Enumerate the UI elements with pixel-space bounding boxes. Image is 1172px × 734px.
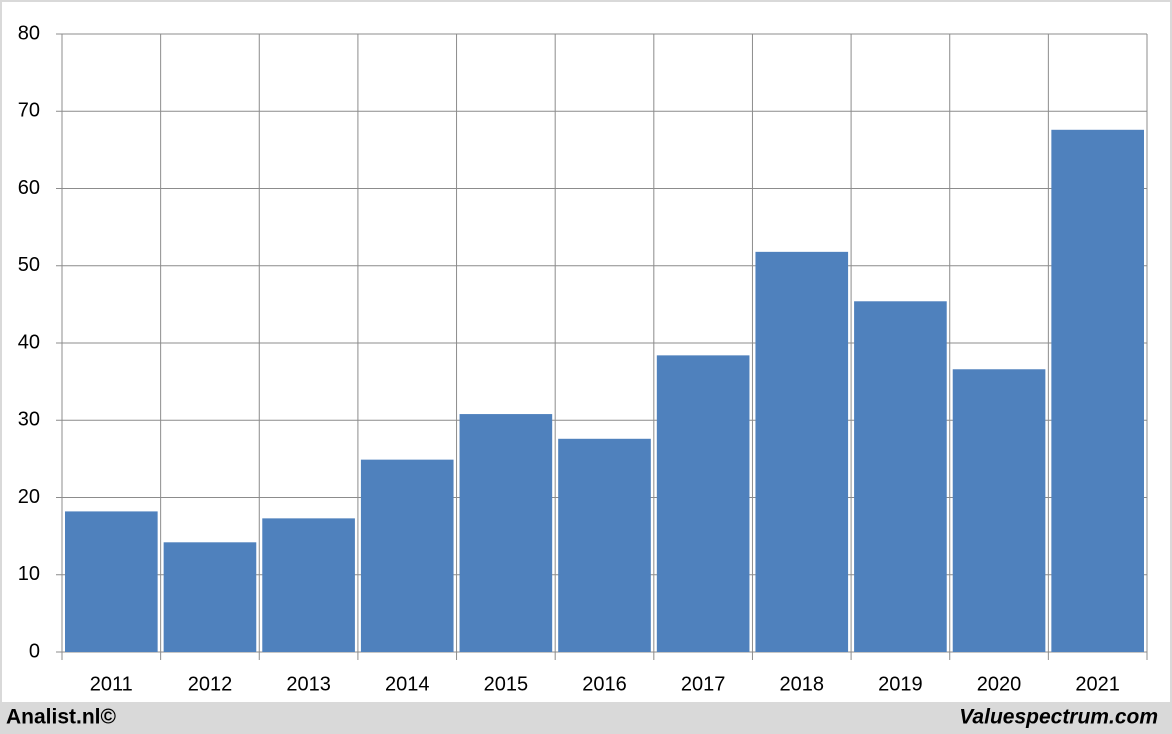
y-tick-label: 10 xyxy=(18,563,40,585)
x-tick-label: 2019 xyxy=(878,673,923,695)
bar xyxy=(755,251,849,652)
bar xyxy=(1051,129,1144,653)
bar xyxy=(656,355,750,652)
footer-left: Analist.nl© xyxy=(6,706,117,729)
x-tick-label: 2021 xyxy=(1075,673,1120,695)
bar xyxy=(558,438,651,652)
footer-right: Valuespectrum.com xyxy=(959,706,1158,729)
bar xyxy=(163,542,257,652)
x-tick-label: 2013 xyxy=(286,673,331,695)
bar xyxy=(262,518,355,652)
y-tick-label: 50 xyxy=(18,254,40,276)
x-tick-label: 2015 xyxy=(484,673,529,695)
bar xyxy=(854,301,947,652)
y-tick-label: 20 xyxy=(18,486,40,508)
x-tick-label: 2020 xyxy=(977,673,1022,695)
y-tick-label: 0 xyxy=(29,640,40,662)
bar xyxy=(360,459,454,652)
bar xyxy=(65,511,158,652)
y-tick-label: 80 xyxy=(18,22,40,44)
x-tick-label: 2016 xyxy=(582,673,627,695)
y-tick-label: 30 xyxy=(18,409,40,431)
x-tick-label: 2011 xyxy=(90,673,133,695)
bar xyxy=(952,369,1046,652)
x-tick-label: 2018 xyxy=(780,673,825,695)
y-tick-label: 40 xyxy=(18,331,40,353)
x-tick-label: 2017 xyxy=(681,673,726,695)
y-tick-label: 60 xyxy=(18,177,40,199)
bar xyxy=(459,414,553,652)
y-tick-label: 70 xyxy=(18,100,40,122)
x-tick-label: 2014 xyxy=(385,673,430,695)
x-tick-label: 2012 xyxy=(188,673,233,695)
